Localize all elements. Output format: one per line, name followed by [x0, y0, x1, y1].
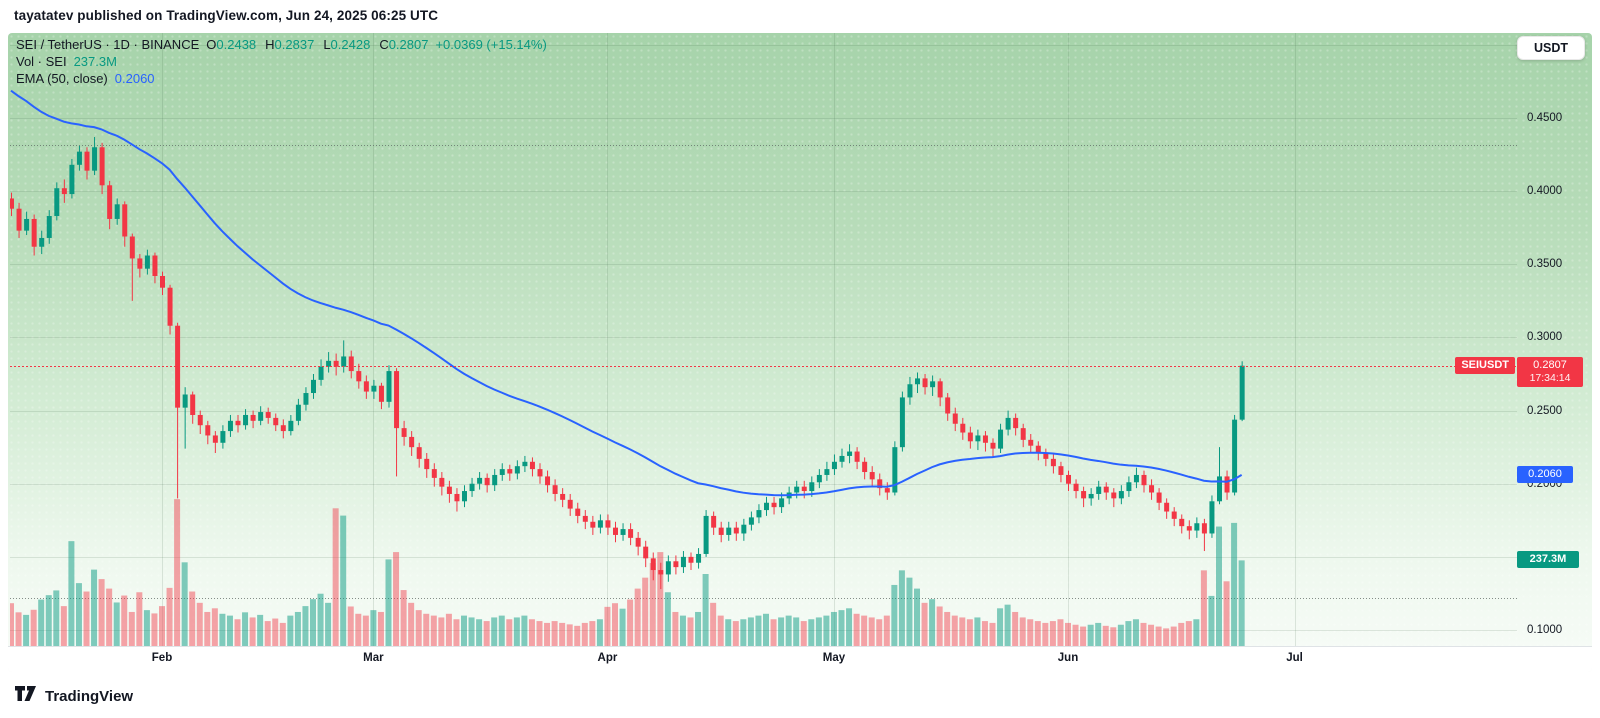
high-value: 0.2837: [274, 37, 315, 52]
ema-label: EMA (50, close): [16, 71, 108, 86]
legend-ema-row: EMA (50, close) 0.2060: [16, 70, 547, 87]
tradingview-wordmark: TradingView: [45, 687, 134, 705]
publish-caption: tayatatev published on TradingView.com, …: [14, 8, 439, 23]
time-axis-month-label: Jul: [1286, 652, 1303, 664]
time-axis-month-label: Apr: [597, 652, 618, 664]
volume-price-label: 237.3M: [1517, 551, 1579, 569]
symbol-title: SEI / TetherUS · 1D · BINANCE: [16, 37, 200, 52]
symbol-price-tag: SEIUSDT: [1455, 356, 1515, 374]
currency-toggle-button[interactable]: USDT: [1516, 36, 1585, 60]
volume-value: 237.3M: [73, 54, 117, 69]
price-axis-label: 0.3000: [1527, 331, 1563, 344]
open-value: 0.2438: [216, 37, 257, 52]
tradingview-logo-icon: [14, 684, 37, 708]
change-value: +0.0369 (+15.14%): [435, 37, 547, 52]
bar-countdown: 17:34:14: [1529, 371, 1571, 384]
legend-volume-row: Vol · SEI 237.3M: [16, 53, 547, 70]
chart-legend: SEI / TetherUS · 1D · BINANCE O0.2438 H0…: [16, 36, 547, 87]
legend-symbol-row: SEI / TetherUS · 1D · BINANCE O0.2438 H0…: [16, 36, 547, 53]
price-axis-label: 0.2500: [1527, 404, 1563, 417]
time-axis-month-label: May: [822, 652, 846, 664]
chart-card: SEI / TetherUS · 1D · BINANCE O0.2438 H0…: [8, 33, 1592, 672]
close-value: 0.2807: [388, 37, 429, 52]
time-axis[interactable]: Feb Mar Apr May Jun Jul: [8, 646, 1592, 672]
ema-value: 0.2060: [114, 71, 155, 86]
price-axis-label: 0.3500: [1527, 258, 1563, 271]
volume-label: Vol · SEI: [16, 54, 67, 69]
price-axis-label: 0.4500: [1527, 111, 1563, 124]
low-value: 0.2428: [330, 37, 371, 52]
ohlc-values: O0.2438 H0.2837 L0.2428 C0.2807: [206, 37, 429, 52]
time-axis-month-label: Jun: [1057, 652, 1079, 664]
last-price-value: 0.2807: [1533, 358, 1567, 371]
last-price-label: 0.2807 17:34:14: [1517, 356, 1583, 387]
time-axis-month-label: Mar: [363, 652, 384, 664]
ema-price-label: 0.2060: [1517, 465, 1573, 483]
price-axis-label: 0.4000: [1527, 185, 1563, 198]
price-chart-canvas[interactable]: [10, 33, 1517, 647]
price-axis-label: 0.1000: [1527, 624, 1563, 637]
tradingview-attribution[interactable]: TradingView: [14, 684, 133, 708]
time-axis-month-label: Feb: [151, 652, 173, 664]
